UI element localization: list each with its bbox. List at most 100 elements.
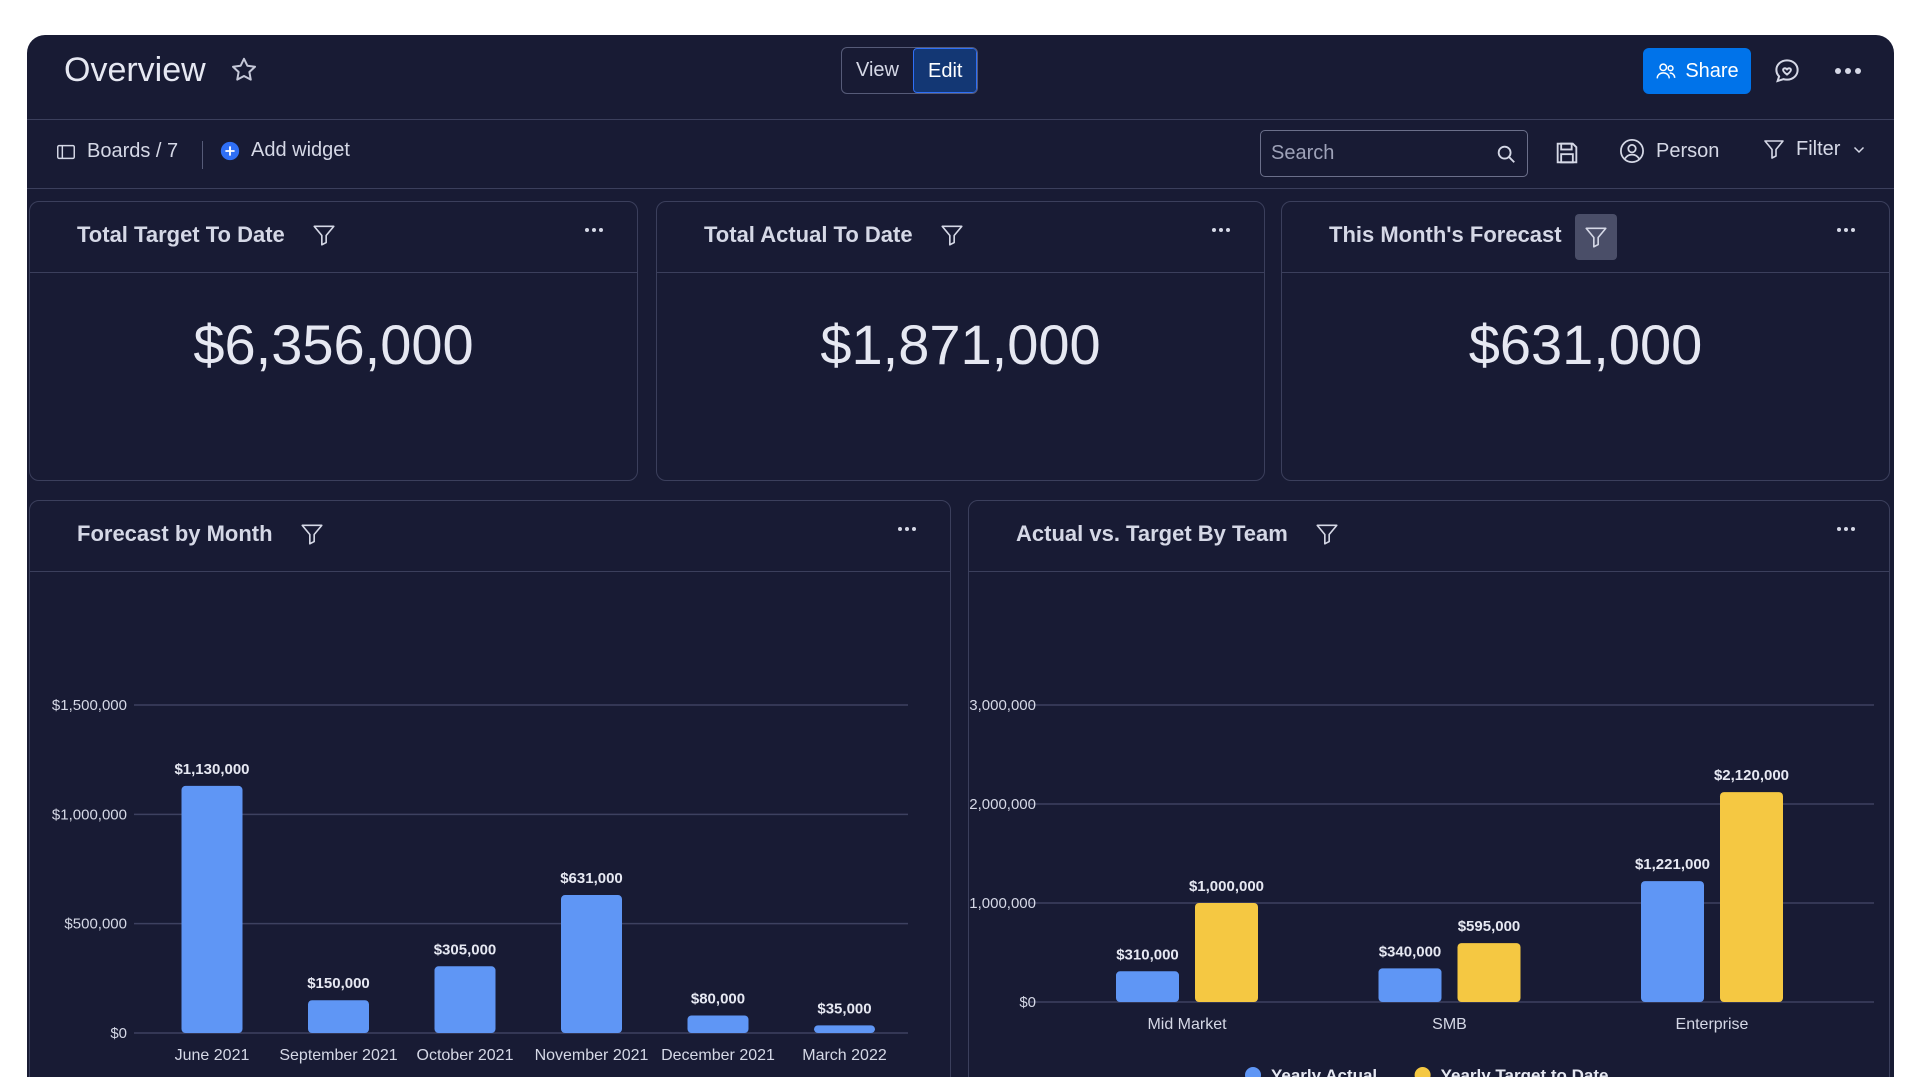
search-icon[interactable] [1495, 143, 1517, 165]
filter-icon[interactable] [299, 521, 325, 547]
more-options-icon[interactable] [1837, 228, 1855, 232]
person-label: Person [1656, 139, 1720, 162]
x-tick-label: November 2021 [535, 1047, 649, 1064]
add-widget-label: Add widget [251, 139, 350, 161]
bar [181, 785, 243, 1033]
x-tick-label: September 2021 [279, 1047, 397, 1064]
widget-header: Total Target To Date [30, 202, 637, 273]
more-options-icon[interactable] [585, 228, 603, 232]
widget-header: Total Actual To Date [657, 202, 1264, 273]
x-tick-label: SMB [1432, 1016, 1467, 1033]
header: Overview View Edit Share [27, 35, 1894, 120]
bar [1457, 943, 1521, 1002]
forecast-bar-chart: $0 $500,000 $1,000,000 $1,500,000 $1,130,000… [52, 697, 908, 1064]
legend-marker [1245, 1067, 1261, 1077]
bar [1378, 968, 1442, 1002]
more-options-icon[interactable] [1212, 228, 1230, 232]
data-label: $1,130,000 [174, 761, 249, 778]
data-label: $305,000 [434, 941, 497, 958]
data-label: $631,000 [560, 870, 623, 887]
toolbar: Boards / 7 Add widget Person Filter [27, 121, 1894, 189]
widget-forecast-by-month: Forecast by Month $0 $500,000 $1,000,000 $1… [29, 500, 951, 1077]
legend-label: Yearly Actual [1271, 1066, 1377, 1077]
add-widget-button[interactable]: Add widget [219, 139, 350, 162]
legend-label: Yearly Target to Date [1441, 1066, 1609, 1077]
bar [687, 1015, 749, 1033]
data-label: $2,120,000 [1714, 767, 1789, 784]
data-label: $35,000 [817, 1000, 871, 1017]
bar [1641, 881, 1704, 1002]
more-options-icon[interactable] [898, 527, 916, 531]
filter-active-button[interactable] [1575, 214, 1617, 260]
widget-value: $631,000 [1468, 313, 1703, 376]
search-input[interactable] [1271, 131, 1481, 176]
y-tick-label: 2,000,000 [969, 796, 1036, 813]
widget-total-target: Total Target To Date $6,356,000 [29, 201, 638, 481]
person-filter-button[interactable]: Person [1618, 137, 1719, 165]
widget-header: This Month's Forecast [1282, 202, 1889, 273]
widget-title: This Month's Forecast [1329, 222, 1562, 247]
board-icon [57, 144, 75, 159]
filter-icon [1585, 227, 1607, 248]
filter-icon [1764, 140, 1784, 159]
boards-selector[interactable]: Boards / 7 [55, 140, 178, 163]
data-label: $1,221,000 [1635, 856, 1710, 873]
bar [1195, 903, 1258, 1002]
legend-marker [1414, 1067, 1431, 1077]
x-tick-label: October 2021 [417, 1047, 514, 1064]
chevron-down-icon[interactable] [1850, 140, 1868, 158]
widget-month-forecast: This Month's Forecast $631,000 [1281, 201, 1890, 481]
toolbar-divider [202, 141, 203, 169]
bar [434, 966, 496, 1033]
bar [308, 1000, 369, 1033]
filter-icon[interactable] [939, 222, 965, 248]
filter-icon[interactable] [311, 222, 337, 248]
widget-actual-vs-target: Actual vs. Target By Team $0 1,000,000 2,0… [968, 500, 1890, 1077]
more-options-icon[interactable] [1832, 57, 1864, 85]
y-tick-label: $0 [1019, 994, 1036, 1011]
y-tick-label: 1,000,000 [969, 895, 1036, 912]
widget-title: Actual vs. Target By Team [1016, 521, 1288, 546]
search-box [1260, 130, 1528, 177]
data-label: $80,000 [691, 991, 745, 1008]
star-icon[interactable] [229, 55, 259, 85]
widget-header: Forecast by Month [30, 501, 950, 572]
x-tick-label: Mid Market [1147, 1016, 1227, 1033]
y-tick-label: $0 [110, 1025, 127, 1042]
data-label: $150,000 [307, 975, 370, 992]
chat-icon[interactable] [1772, 56, 1802, 86]
filter-button[interactable]: Filter [1762, 137, 1868, 161]
bar [561, 895, 622, 1033]
dashboard-window: Overview View Edit Share Boards / 7 Add … [27, 35, 1894, 1077]
page-title: Overview [64, 51, 206, 89]
widget-header: Actual vs. Target By Team [969, 501, 1889, 572]
save-icon[interactable] [1553, 139, 1581, 167]
y-tick-label: $1,000,000 [52, 806, 127, 823]
widget-title: Total Actual To Date [704, 222, 913, 247]
x-tick-label: December 2021 [661, 1047, 775, 1064]
edit-button[interactable]: Edit [913, 48, 978, 93]
widget-total-actual: Total Actual To Date $1,871,000 [656, 201, 1265, 481]
team-bar-chart: $0 1,000,000 2,000,000 3,000,000 $310,000 $1,… [969, 697, 1874, 1077]
share-button[interactable]: Share [1643, 48, 1751, 94]
y-tick-label: $500,000 [64, 916, 127, 933]
data-label: $340,000 [1379, 943, 1442, 960]
people-icon [1656, 63, 1676, 79]
x-tick-label: March 2022 [802, 1047, 887, 1064]
filter-label: Filter [1796, 137, 1841, 160]
view-button[interactable]: View [856, 59, 899, 81]
data-label: $310,000 [1116, 946, 1179, 963]
x-tick-label: Enterprise [1676, 1016, 1749, 1033]
bar [814, 1025, 875, 1033]
data-label: $1,000,000 [1189, 878, 1264, 895]
plus-circle-icon [220, 141, 240, 160]
view-edit-toggle: View Edit [841, 47, 979, 94]
more-options-icon[interactable] [1837, 527, 1855, 531]
widget-value: $6,356,000 [193, 313, 474, 376]
filter-icon[interactable] [1314, 521, 1340, 547]
widget-value: $1,871,000 [820, 313, 1101, 376]
widget-title: Forecast by Month [77, 521, 273, 546]
widget-title: Total Target To Date [77, 222, 285, 247]
y-tick-label: $1,500,000 [52, 697, 127, 714]
x-tick-label: June 2021 [175, 1047, 250, 1064]
